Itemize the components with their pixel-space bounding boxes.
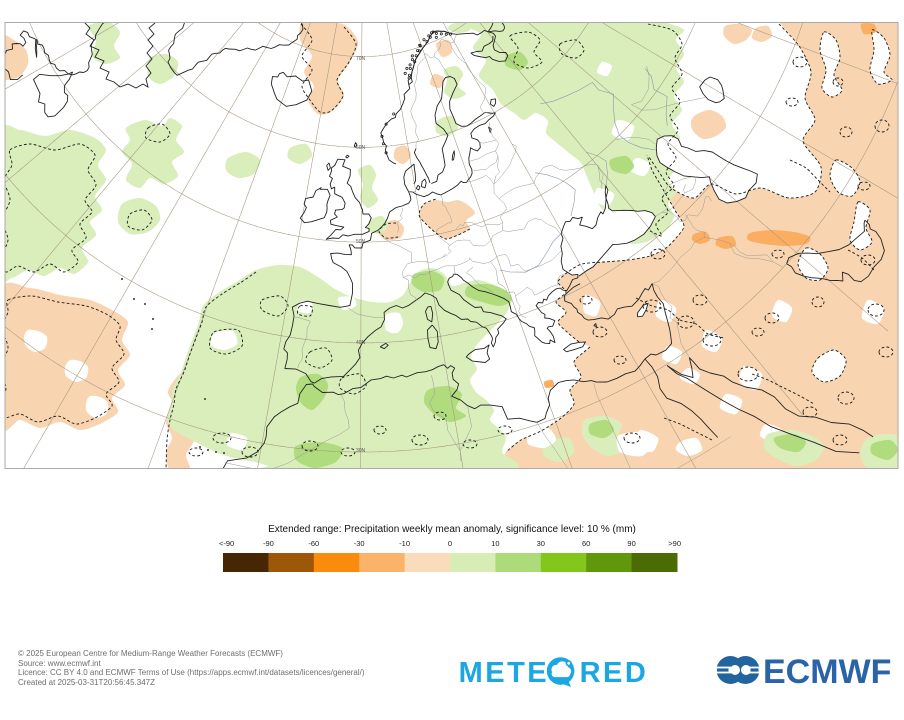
- svg-text:10: 10: [491, 539, 499, 548]
- svg-text:70N: 70N: [356, 56, 366, 62]
- svg-text:ECMWF: ECMWF: [763, 653, 891, 691]
- svg-text:60: 60: [582, 539, 590, 548]
- svg-text:30: 30: [537, 539, 545, 548]
- svg-text:60N: 60N: [356, 145, 366, 151]
- svg-text:0: 0: [448, 539, 452, 548]
- svg-text:30N: 30N: [356, 448, 366, 454]
- svg-text:<-90: <-90: [219, 539, 234, 548]
- svg-text:-60: -60: [308, 539, 319, 548]
- svg-text:90: 90: [627, 539, 635, 548]
- svg-text:>90: >90: [668, 539, 681, 548]
- svg-text:40N: 40N: [356, 340, 366, 346]
- svg-text:METE: METE: [459, 657, 550, 689]
- svg-text:RED: RED: [580, 657, 649, 689]
- svg-text:-10: -10: [399, 539, 410, 548]
- svg-text:-30: -30: [354, 539, 365, 548]
- svg-text:50N: 50N: [356, 239, 366, 245]
- svg-text:-90: -90: [263, 539, 274, 548]
